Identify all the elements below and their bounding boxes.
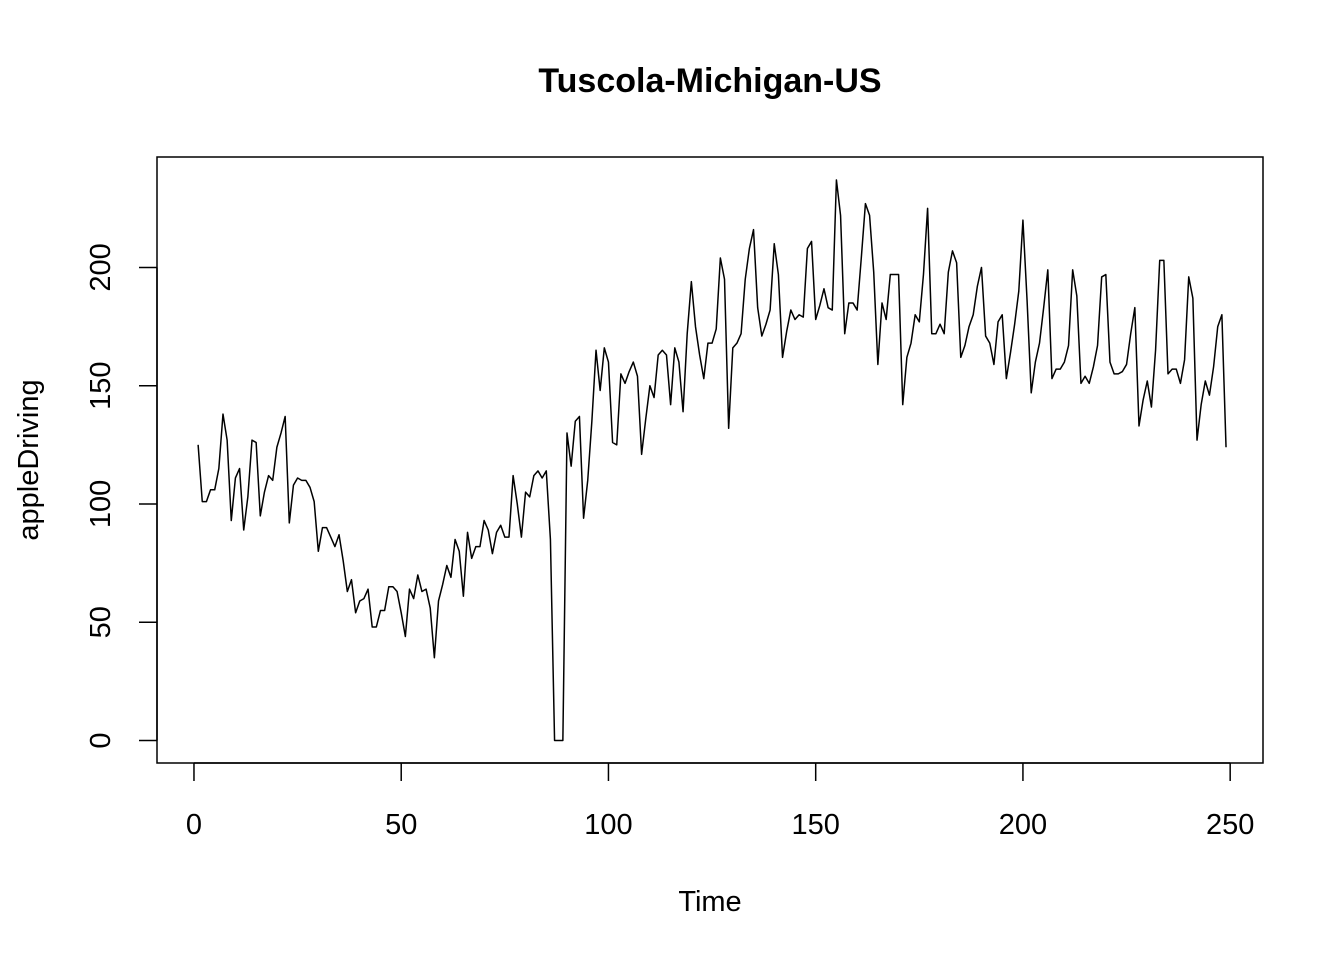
x-tick-label: 50 bbox=[385, 809, 417, 841]
y-tick-label: 0 bbox=[85, 732, 117, 748]
y-axis-label: appleDriving bbox=[13, 379, 45, 540]
y-tick-label: 100 bbox=[85, 480, 117, 528]
series-line-appleDriving bbox=[197, 179, 1227, 742]
x-tick-label: 150 bbox=[791, 809, 839, 841]
x-tick-label: 0 bbox=[186, 809, 202, 841]
y-axis: 0 50 100 150 200 bbox=[85, 243, 158, 749]
plot-area-frame bbox=[156, 156, 1264, 764]
data-points bbox=[198, 180, 1226, 741]
y-tick-label: 200 bbox=[85, 243, 117, 291]
x-tick-label: 250 bbox=[1206, 809, 1254, 841]
x-tick-label: 100 bbox=[584, 809, 632, 841]
y-tick-label: 150 bbox=[85, 362, 117, 410]
x-tick-label: 200 bbox=[999, 809, 1047, 841]
y-tick-label: 50 bbox=[85, 606, 117, 638]
chart-title: Tuscola-Michigan-US bbox=[538, 62, 881, 100]
x-axis-label: Time bbox=[678, 886, 741, 918]
x-axis: 0 50 100 150 200 250 bbox=[186, 762, 1254, 841]
